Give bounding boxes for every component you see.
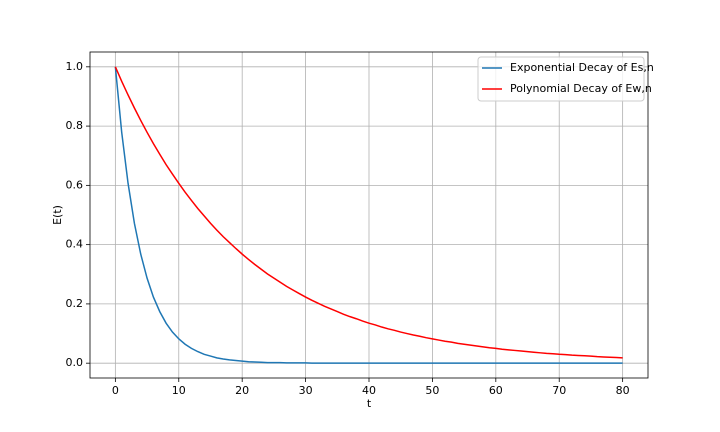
y-axis-label: E(t) bbox=[51, 205, 64, 225]
plot-frame bbox=[89, 51, 649, 379]
y-tick-label: 1.0 bbox=[66, 60, 84, 73]
legend-label: Polynomial Decay of Ew,n bbox=[510, 82, 652, 95]
line-series bbox=[114, 66, 623, 359]
y-tick-label: 0.8 bbox=[66, 119, 84, 132]
y-tick-label: 0.4 bbox=[66, 238, 84, 251]
y-tick-label: 0.6 bbox=[66, 178, 84, 191]
x-tick-label: 50 bbox=[425, 384, 439, 397]
x-tick-label: 40 bbox=[362, 384, 376, 397]
x-tick-label: 80 bbox=[616, 384, 630, 397]
x-tick-label: 60 bbox=[489, 384, 503, 397]
x-tick-label: 0 bbox=[112, 384, 119, 397]
legend-label: Exponential Decay of Es,n bbox=[510, 61, 654, 74]
legend-box bbox=[477, 56, 645, 102]
y-tick-label: 0.0 bbox=[66, 356, 84, 369]
y-tick-label: 0.2 bbox=[66, 297, 84, 310]
x-tick-label: 20 bbox=[235, 384, 249, 397]
x-tick-label: 10 bbox=[172, 384, 186, 397]
line-series bbox=[114, 66, 623, 364]
x-tick-label: 70 bbox=[552, 384, 566, 397]
x-axis-label: t bbox=[367, 397, 372, 410]
x-tick-label: 30 bbox=[299, 384, 313, 397]
